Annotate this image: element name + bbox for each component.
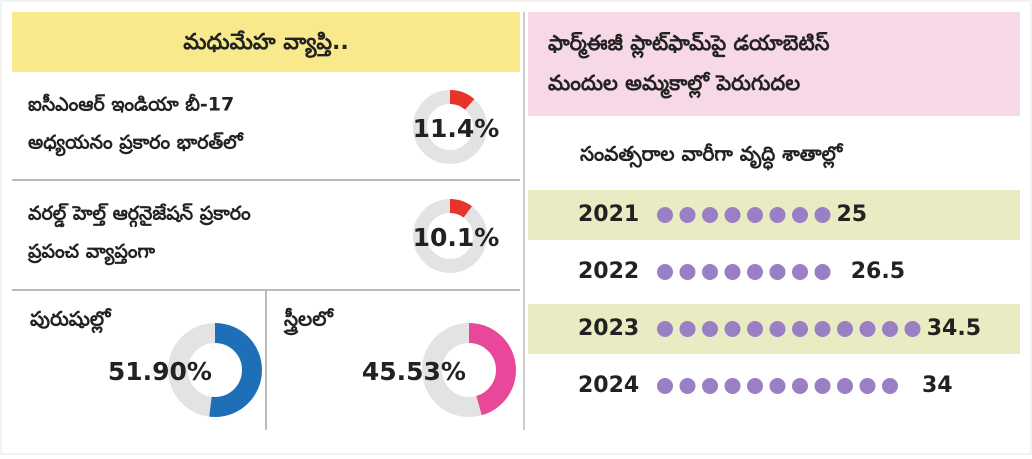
donut-arc: [413, 90, 487, 164]
row-value: 26.5: [851, 259, 905, 284]
dot: [679, 321, 696, 337]
dot: [724, 264, 741, 280]
row-value: 25: [837, 202, 868, 227]
dot: [904, 321, 921, 337]
dot: [702, 207, 718, 223]
donut-arc: [413, 199, 487, 273]
gender-value: 51.90%: [108, 357, 212, 386]
row-value: 34.5: [927, 316, 981, 341]
dot: [657, 207, 673, 223]
dot: [657, 321, 673, 337]
dot: [747, 264, 763, 280]
year-label: 2022: [578, 259, 639, 284]
donut-arc: [422, 323, 516, 417]
dot: [837, 378, 853, 394]
dot: [657, 378, 673, 394]
dot: [882, 378, 898, 394]
dot: [657, 264, 673, 280]
dot-row: [657, 264, 831, 280]
stat-value: 10.1%: [413, 223, 500, 252]
dot: [814, 264, 831, 280]
dot: [814, 207, 831, 223]
dot-row: [657, 378, 898, 394]
dot: [859, 321, 876, 337]
dot: [747, 378, 763, 394]
left-title: మధుమేహ వ్యాప్తి..: [183, 30, 349, 58]
dot: [679, 378, 696, 394]
dot: [814, 378, 831, 394]
dot-row: [657, 321, 921, 337]
gender-value: 45.53%: [362, 357, 466, 386]
dot: [792, 321, 808, 337]
dot: [724, 207, 741, 223]
year-label: 2021: [578, 202, 639, 227]
row-value: 34: [922, 373, 953, 398]
dot: [882, 321, 898, 337]
right-title: ఫార్మ్‌ఈజీ ప్లాట్‌ఫామ్‌పై డయాబెటిస్: [548, 31, 830, 59]
dot: [679, 264, 696, 280]
dot: [679, 207, 696, 223]
dot-row: [657, 207, 831, 223]
dot: [724, 321, 741, 337]
dot: [769, 207, 786, 223]
stat-label: అధ్యయనం ప్రకారం భారత్‌లో: [28, 132, 245, 157]
dot: [792, 264, 808, 280]
dot: [724, 378, 741, 394]
year-label: 2024: [578, 373, 639, 398]
dot: [769, 264, 786, 280]
dot: [702, 264, 718, 280]
stat-label: వరల్డ్ హెల్త్ ఆర్గనైజేషన్ ప్రకారం: [28, 203, 251, 228]
dot: [702, 378, 718, 394]
stat-value: 11.4%: [413, 114, 500, 143]
stat-label: ప్రపంచ వ్యాప్తంగా: [28, 241, 156, 266]
donut-arc: [168, 323, 262, 417]
right-title: మందుల అమ్మకాల్లో పెరుగుదల: [548, 71, 800, 99]
dot: [702, 321, 718, 337]
left-header: [12, 12, 520, 72]
dot: [747, 207, 763, 223]
dot: [792, 207, 808, 223]
dot: [814, 321, 831, 337]
dot: [769, 321, 786, 337]
year-label: 2023: [578, 316, 639, 341]
dot: [837, 321, 853, 337]
dot: [769, 378, 786, 394]
stat-label: ఐసీఎంఆర్ ఇండియా బీ-17: [28, 94, 234, 116]
right-header: [528, 12, 1020, 116]
dot: [747, 321, 763, 337]
dot: [792, 378, 808, 394]
gender-label: పురుషుల్లో: [30, 307, 113, 334]
dot: [859, 378, 876, 394]
